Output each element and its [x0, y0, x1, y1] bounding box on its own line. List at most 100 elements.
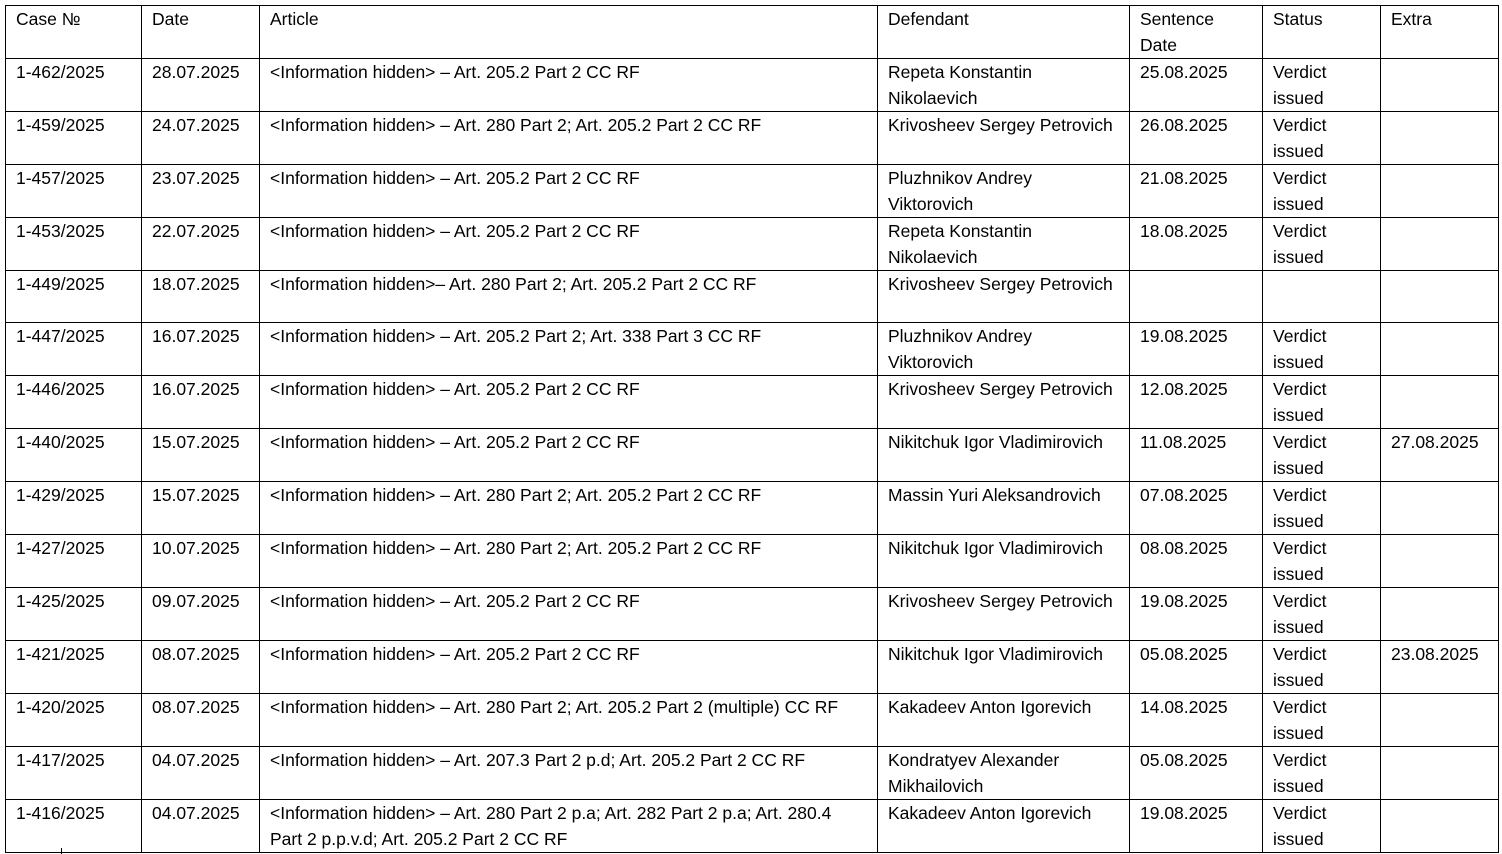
- cell-sentence-date: 05.08.2025: [1129, 640, 1263, 694]
- cell-status: [1262, 270, 1381, 323]
- cell-case-number: 1-417/2025: [5, 746, 142, 800]
- cell-date: 15.07.2025: [141, 428, 260, 482]
- cell-status: Verdict issued: [1262, 640, 1381, 694]
- cell-extra: 23.08.2025: [1380, 640, 1499, 694]
- cell-sentence-date: 12.08.2025: [1129, 375, 1263, 429]
- cell-defendant: Krivosheev Sergey Petrovich: [877, 270, 1130, 323]
- cell-article: <Information hidden> – Art. 207.3 Part 2…: [259, 746, 878, 800]
- cell-sentence-date: 08.08.2025: [1129, 534, 1263, 588]
- cell-extra: [1380, 587, 1499, 641]
- cases-table: Case № Date Article Defendant Sentence Date S…: [5, 5, 1499, 853]
- table-row: 1-417/2025 04.07.2025 <Information hidden>…: [5, 746, 1499, 800]
- cell-sentence-date: 26.08.2025: [1129, 111, 1263, 165]
- cell-case-number: 1-416/2025: [5, 799, 142, 853]
- cell-case-number: 1-447/2025: [5, 322, 142, 376]
- cell-case-number: 1-429/2025: [5, 481, 142, 535]
- cell-date: 15.07.2025: [141, 481, 260, 535]
- table-row: 1-420/2025 08.07.2025 <Information hidden>…: [5, 693, 1499, 747]
- cell-defendant: Kakadeev Anton Igorevich: [877, 799, 1130, 853]
- cell-defendant: Nikitchuk Igor Vladimirovich: [877, 534, 1130, 588]
- cell-sentence-date: 19.08.2025: [1129, 322, 1263, 376]
- cell-case-number: 1-446/2025: [5, 375, 142, 429]
- cell-article: <Information hidden> – Art. 205.2 Part 2…: [259, 587, 878, 641]
- cell-sentence-date: 18.08.2025: [1129, 217, 1263, 271]
- cell-defendant: Kondratyev Alexander Mikhailovich: [877, 746, 1130, 800]
- cell-extra: [1380, 217, 1499, 271]
- table-row: 1-429/2025 15.07.2025 <Information hidden>…: [5, 481, 1499, 535]
- cell-article: <Information hidden> – Art. 280 Part 2; …: [259, 481, 878, 535]
- cell-sentence-date: 25.08.2025: [1129, 58, 1263, 112]
- cell-case-number: 1-453/2025: [5, 217, 142, 271]
- cell-date: 22.07.2025: [141, 217, 260, 271]
- cell-case-number: 1-421/2025: [5, 640, 142, 694]
- cell-date: 24.07.2025: [141, 111, 260, 165]
- cell-article: <Information hidden>– Art. 280 Part 2; A…: [259, 270, 878, 323]
- cell-article: <Information hidden> – Art. 280 Part 2; …: [259, 111, 878, 165]
- cell-status: Verdict issued: [1262, 111, 1381, 165]
- cell-date: 16.07.2025: [141, 375, 260, 429]
- table-row: 1-425/2025 09.07.2025 <Information hidden>…: [5, 587, 1499, 641]
- table-row: 1-459/2025 24.07.2025 <Information hidden>…: [5, 111, 1499, 165]
- cell-extra: [1380, 481, 1499, 535]
- cell-defendant: Krivosheev Sergey Petrovich: [877, 111, 1130, 165]
- table-row: 1-447/2025 16.07.2025 <Information hidden>…: [5, 322, 1499, 376]
- cell-status: Verdict issued: [1262, 217, 1381, 271]
- table-row: 1-446/2025 16.07.2025 <Information hidden>…: [5, 375, 1499, 429]
- cell-date: 23.07.2025: [141, 164, 260, 218]
- cell-article: <Information hidden> – Art. 205.2 Part 2…: [259, 58, 878, 112]
- cell-extra: [1380, 270, 1499, 323]
- cell-case-number: 1-420/2025: [5, 693, 142, 747]
- cell-date: 04.07.2025: [141, 799, 260, 853]
- cell-article: <Information hidden> – Art. 205.2 Part 2…: [259, 164, 878, 218]
- cell-article: <Information hidden> – Art. 205.2 Part 2…: [259, 640, 878, 694]
- cell-case-number: 1-457/2025: [5, 164, 142, 218]
- cell-status: Verdict issued: [1262, 164, 1381, 218]
- header-case-number: Case №: [5, 5, 142, 59]
- cell-date: 10.07.2025: [141, 534, 260, 588]
- cell-status: Verdict issued: [1262, 428, 1381, 482]
- cell-article: <Information hidden> – Art. 205.2 Part 2…: [259, 217, 878, 271]
- cell-sentence-date: 07.08.2025: [1129, 481, 1263, 535]
- cell-defendant: Repeta Konstantin Nikolaevich: [877, 217, 1130, 271]
- cell-defendant: Nikitchuk Igor Vladimirovich: [877, 640, 1130, 694]
- cell-date: 08.07.2025: [141, 640, 260, 694]
- table-row: 1-462/2025 28.07.2025 <Information hidden>…: [5, 58, 1499, 112]
- cell-defendant: Pluzhnikov Andrey Viktorovich: [877, 164, 1130, 218]
- cell-sentence-date: 19.08.2025: [1129, 799, 1263, 853]
- cell-date: 16.07.2025: [141, 322, 260, 376]
- table-row: 1-427/2025 10.07.2025 <Information hidden>…: [5, 534, 1499, 588]
- header-extra: Extra: [1380, 5, 1499, 59]
- cell-defendant: Repeta Konstantin Nikolaevich: [877, 58, 1130, 112]
- cell-article: <Information hidden> – Art. 205.2 Part 2…: [259, 375, 878, 429]
- cell-sentence-date: 14.08.2025: [1129, 693, 1263, 747]
- cell-date: 08.07.2025: [141, 693, 260, 747]
- cell-status: Verdict issued: [1262, 375, 1381, 429]
- table-row: 1-421/2025 08.07.2025 <Information hidden>…: [5, 640, 1499, 694]
- table-row: 1-440/2025 15.07.2025 <Information hidden>…: [5, 428, 1499, 482]
- cell-extra: [1380, 799, 1499, 853]
- header-sentence-date: Sentence Date: [1129, 5, 1263, 59]
- cell-case-number: 1-462/2025: [5, 58, 142, 112]
- cell-sentence-date: [1129, 270, 1263, 323]
- cell-article: <Information hidden> – Art. 205.2 Part 2…: [259, 428, 878, 482]
- cell-defendant: Nikitchuk Igor Vladimirovich: [877, 428, 1130, 482]
- cell-status: Verdict issued: [1262, 587, 1381, 641]
- header-date: Date: [141, 5, 260, 59]
- header-status: Status: [1262, 5, 1381, 59]
- cell-date: 04.07.2025: [141, 746, 260, 800]
- cell-sentence-date: 21.08.2025: [1129, 164, 1263, 218]
- cell-status: Verdict issued: [1262, 746, 1381, 800]
- cell-status: Verdict issued: [1262, 534, 1381, 588]
- cell-extra: [1380, 111, 1499, 165]
- cell-status: Verdict issued: [1262, 481, 1381, 535]
- cell-date: 18.07.2025: [141, 270, 260, 323]
- cell-extra: [1380, 164, 1499, 218]
- cell-status: Verdict issued: [1262, 322, 1381, 376]
- header-defendant: Defendant: [877, 5, 1130, 59]
- cell-extra: 27.08.2025: [1380, 428, 1499, 482]
- cell-extra: [1380, 534, 1499, 588]
- header-article: Article: [259, 5, 878, 59]
- cell-defendant: Krivosheev Sergey Petrovich: [877, 375, 1130, 429]
- cell-defendant: Kakadeev Anton Igorevich: [877, 693, 1130, 747]
- cell-extra: [1380, 58, 1499, 112]
